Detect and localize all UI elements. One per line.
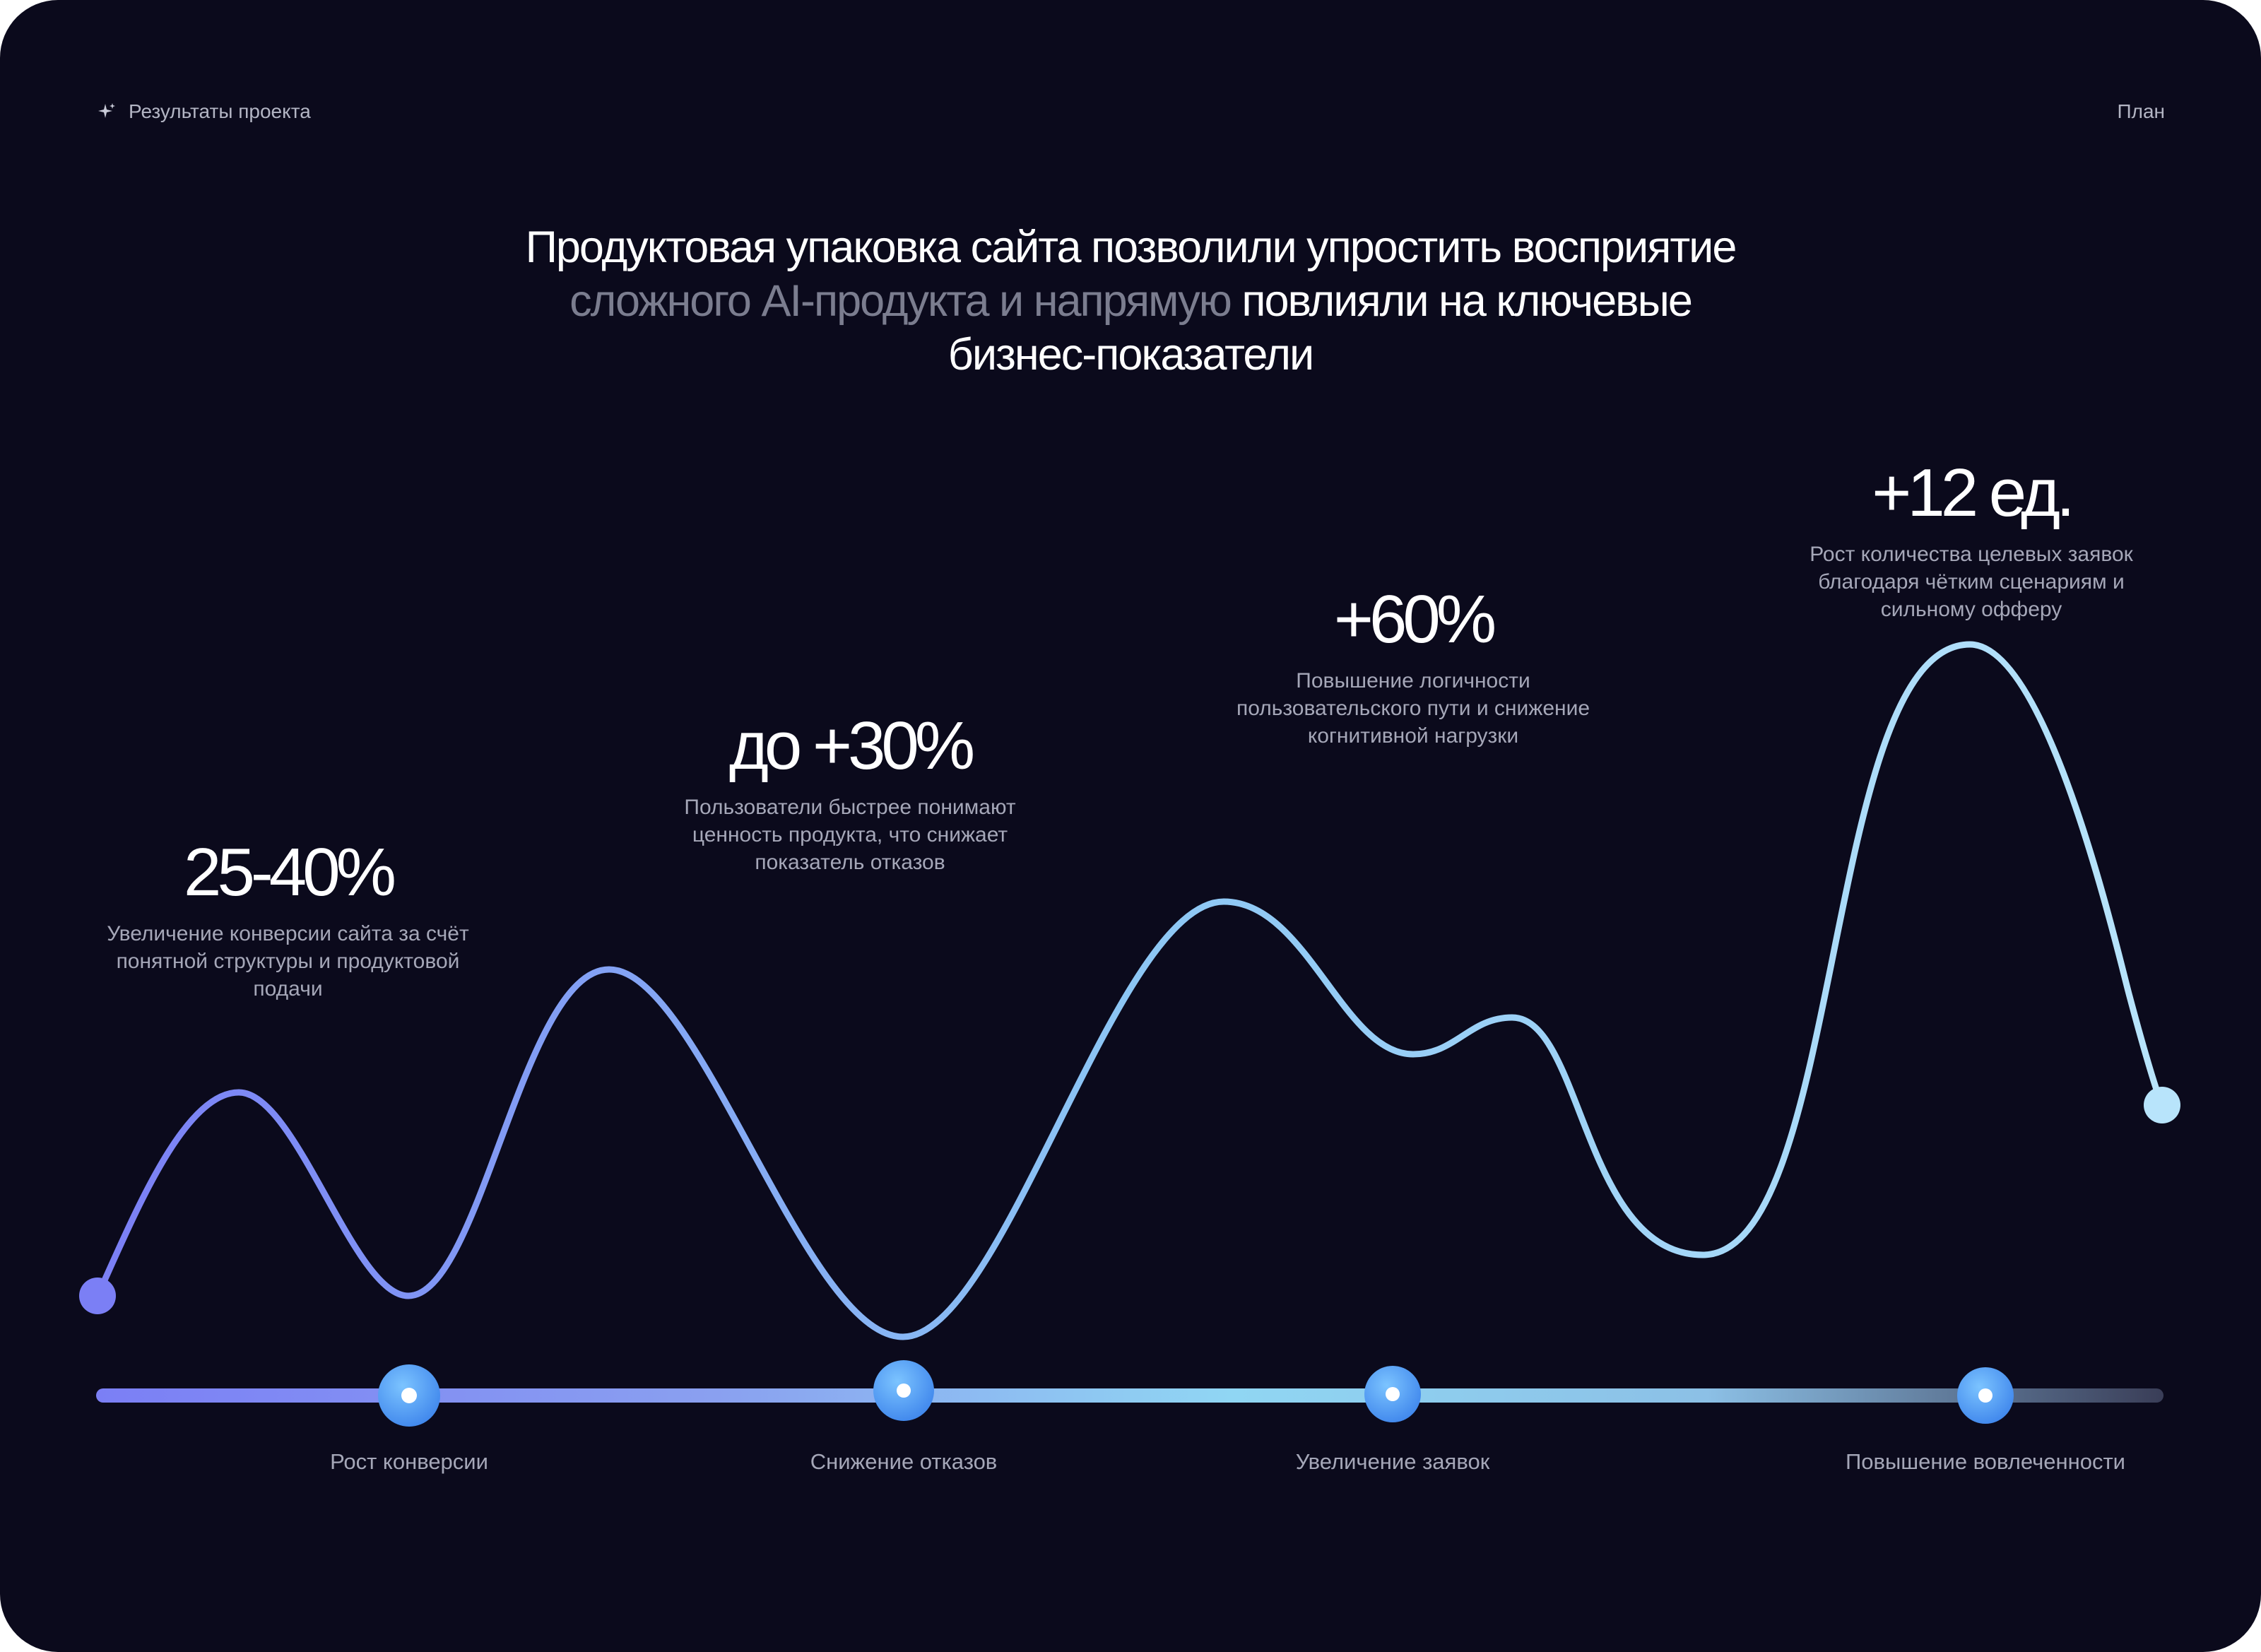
timeline-node[interactable] bbox=[1957, 1367, 2014, 1424]
metric-description: Пользователи быстрее понимают ценность п… bbox=[684, 796, 1016, 874]
headline-part-1: Продуктовая упаковка сайта позволили упр… bbox=[525, 223, 1737, 272]
curve-start-dot bbox=[79, 1278, 116, 1314]
section-label: Результаты проекта bbox=[129, 100, 311, 122]
metric-value: 25-40% bbox=[184, 834, 396, 910]
stage-label: Повышение вовлеченности bbox=[1846, 1449, 2125, 1474]
stage-label: Снижение отказов bbox=[810, 1449, 998, 1474]
sparkle-icon bbox=[98, 103, 115, 118]
metric-value: до +30% bbox=[728, 708, 975, 784]
headline-highlight: сложного AI-продукта и напрямую bbox=[569, 276, 1232, 326]
metric-value: +12 ед. bbox=[1872, 455, 2074, 531]
headline-part-3: повлияли на ключевые бизнес-показатели bbox=[948, 276, 1693, 379]
metric-bounce: до +30% Пользователи быстрее понимают це… bbox=[670, 707, 1030, 876]
curve-end-dot bbox=[2144, 1087, 2180, 1123]
timeline-node[interactable] bbox=[378, 1364, 440, 1427]
trend-curve bbox=[94, 641, 2166, 1340]
metric-description: Увеличение конверсии сайта за счёт понят… bbox=[107, 922, 469, 1001]
plan-label: План bbox=[2117, 100, 2166, 122]
stage-label: Увеличение заявок bbox=[1295, 1449, 1490, 1474]
metric-value: +60% bbox=[1333, 582, 1496, 657]
section-header: Результаты проекта bbox=[98, 98, 311, 126]
metric-description: Рост количества целевых заявок благодаря… bbox=[1810, 543, 2133, 621]
metric-conversion: 25-40% Увеличение конверсии сайта за счё… bbox=[92, 834, 484, 1003]
stage-label: Рост конверсии bbox=[330, 1449, 488, 1474]
metric-leads: +12 ед. Рост количества целевых заявок б… bbox=[1788, 454, 2155, 623]
metric-description: Повышение логичности пользовательского п… bbox=[1236, 669, 1590, 748]
page-headline: Продуктовая упаковка сайта позволили упр… bbox=[495, 220, 1766, 382]
metric-user-path: +60% Повышение логичности пользовательск… bbox=[1215, 581, 1611, 750]
timeline-node[interactable] bbox=[1364, 1366, 1421, 1422]
plan-link[interactable]: План bbox=[2118, 98, 2166, 126]
timeline-node[interactable] bbox=[873, 1360, 934, 1421]
